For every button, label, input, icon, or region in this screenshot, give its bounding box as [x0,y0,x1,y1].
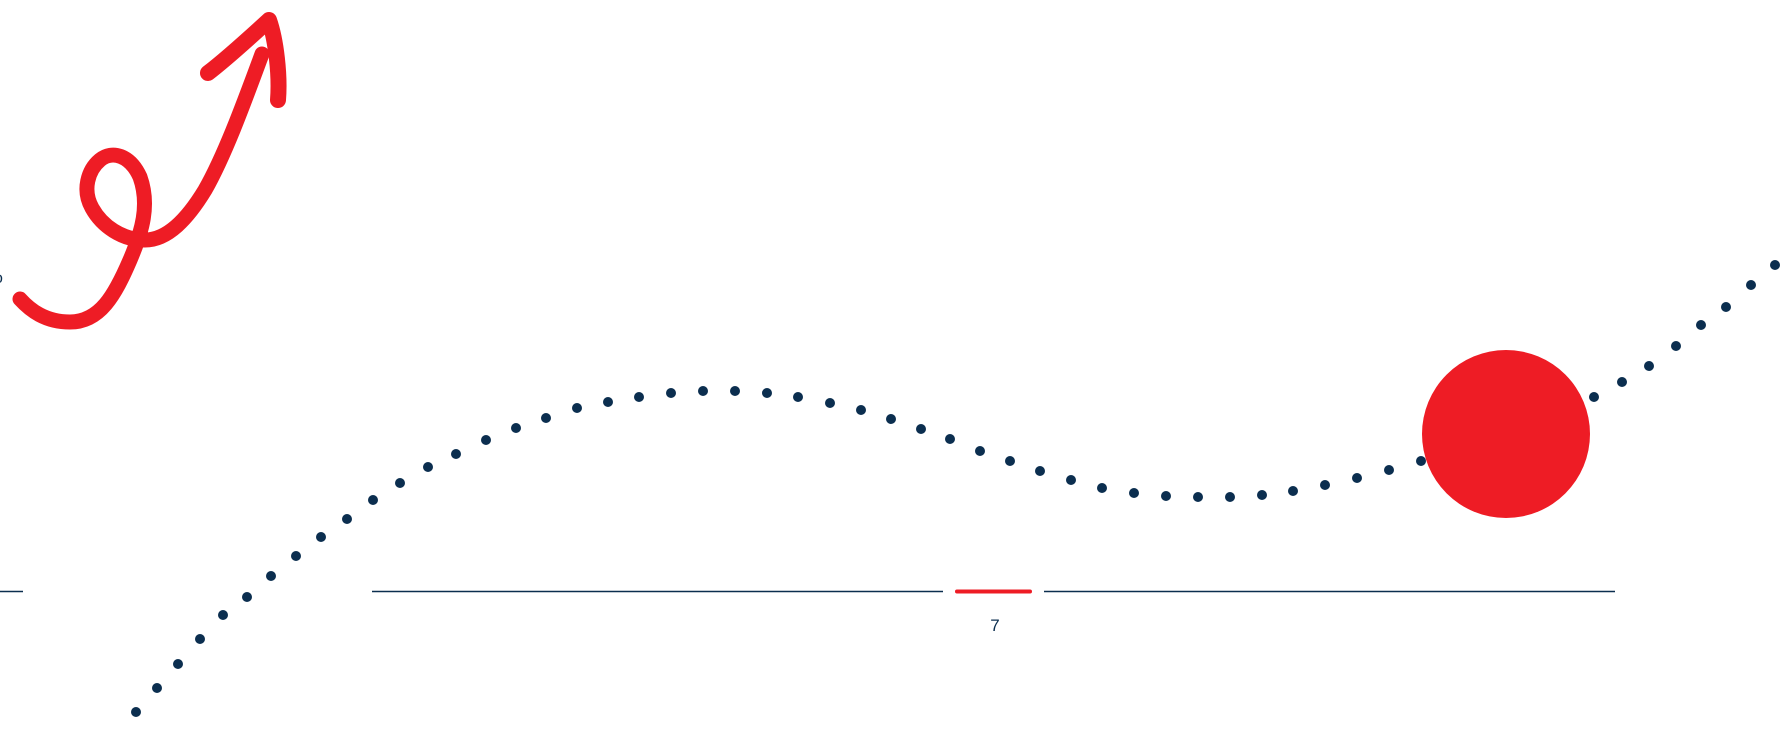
wave-dot [698,386,708,396]
wave-dot [1384,465,1394,475]
page-number: 7 [990,616,1000,635]
wave-dot [481,435,491,445]
wave-dot [666,388,676,398]
dotted-wave-path [131,260,1780,717]
wave-dot [218,610,228,620]
wave-dot [1696,320,1706,330]
wave-dot [945,434,955,444]
wave-dot [451,449,461,459]
wave-dot [342,514,352,524]
wave-dot [1129,488,1139,498]
wave-dot [1225,492,1235,502]
wave-dot [1193,492,1203,502]
accent-circle [1422,350,1590,518]
wave-dot [152,683,162,693]
wave-dot [793,392,803,402]
wave-dot [1770,260,1780,270]
wave-dot [1066,475,1076,485]
wave-dot [975,446,985,456]
wave-dot [1005,456,1015,466]
wave-dot [634,392,644,402]
wave-dot [856,405,866,415]
wave-dot [1352,473,1362,483]
wave-dot [762,388,772,398]
wave-dot [242,592,252,602]
wave-dot [368,495,378,505]
wave-dot [1746,280,1756,290]
wave-dot [1617,377,1627,387]
wave-dot [395,478,405,488]
wave-dot [195,634,205,644]
wave-dot [173,659,183,669]
curly-arrow-icon [12,12,287,330]
wave-dot [1320,480,1330,490]
wave-dot [1721,302,1731,312]
wave-dot [730,386,740,396]
wave-dot [1257,490,1267,500]
wave-dot [541,413,551,423]
edge-fragment-text: o [0,270,3,288]
curly-arrow-head [200,12,287,108]
wave-dot [266,571,276,581]
wave-dot [1416,456,1426,466]
wave-dot [825,398,835,408]
wave-dot [603,397,613,407]
wave-dot [572,403,582,413]
wave-dot [131,707,141,717]
wave-dot [1671,341,1681,351]
wave-dot [511,423,521,433]
curly-arrow-stroke [12,46,270,330]
wave-dot [1097,483,1107,493]
wave-dot [886,414,896,424]
wave-dot [1644,361,1654,371]
wave-dot [316,532,326,542]
wave-dot [1288,486,1298,496]
wave-dot [1035,466,1045,476]
wave-dot [1589,392,1599,402]
wave-dot [423,462,433,472]
wave-dot [1161,491,1171,501]
wave-dot [291,551,301,561]
wave-dot [916,424,926,434]
